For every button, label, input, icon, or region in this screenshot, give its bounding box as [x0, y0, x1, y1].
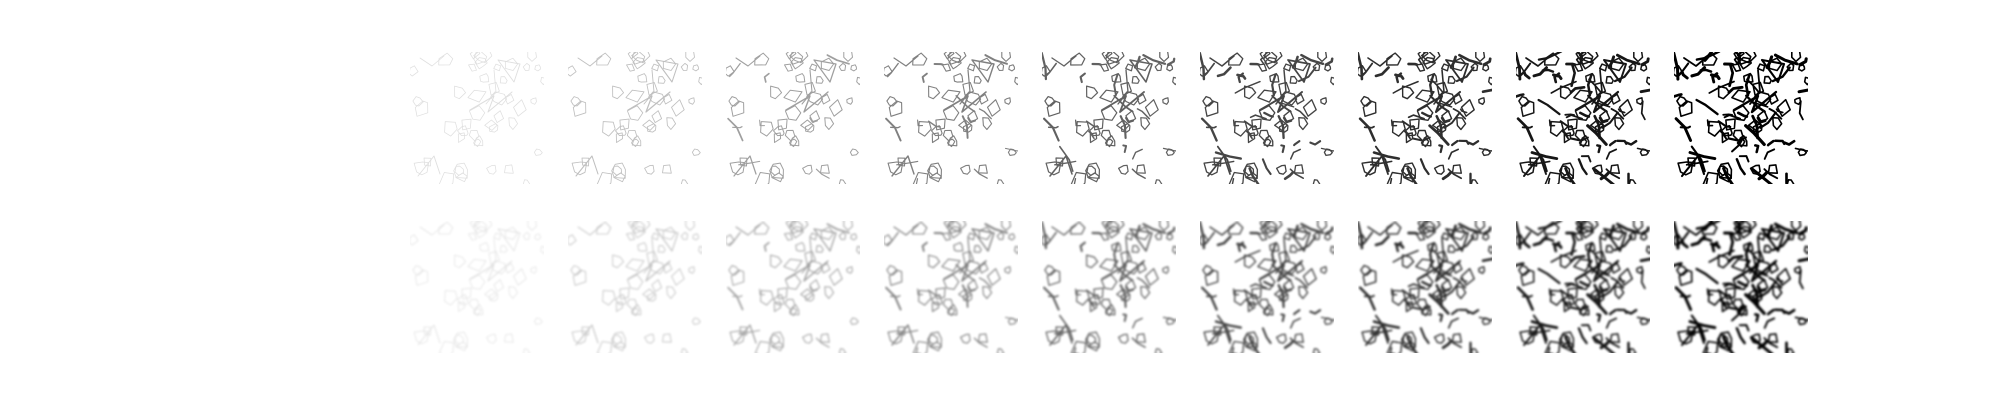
network-tile: [568, 221, 702, 353]
network-tile: [1516, 221, 1650, 353]
network-tile: [1358, 52, 1492, 184]
network-tile: [726, 221, 860, 353]
network-tile: [410, 221, 544, 353]
network-tile: [1200, 221, 1334, 353]
network-tile: [1516, 52, 1650, 184]
network-tile: [884, 221, 1018, 353]
network-tile: [1042, 221, 1176, 353]
network-tile: [1674, 52, 1808, 184]
network-tile: [1358, 221, 1492, 353]
network-tile: [726, 52, 860, 184]
network-tile: [1674, 221, 1808, 353]
network-tile: [568, 52, 702, 184]
network-tile: [410, 52, 544, 184]
network-tile: [884, 52, 1018, 184]
network-tile: [1200, 52, 1334, 184]
network-tile: [1042, 52, 1176, 184]
